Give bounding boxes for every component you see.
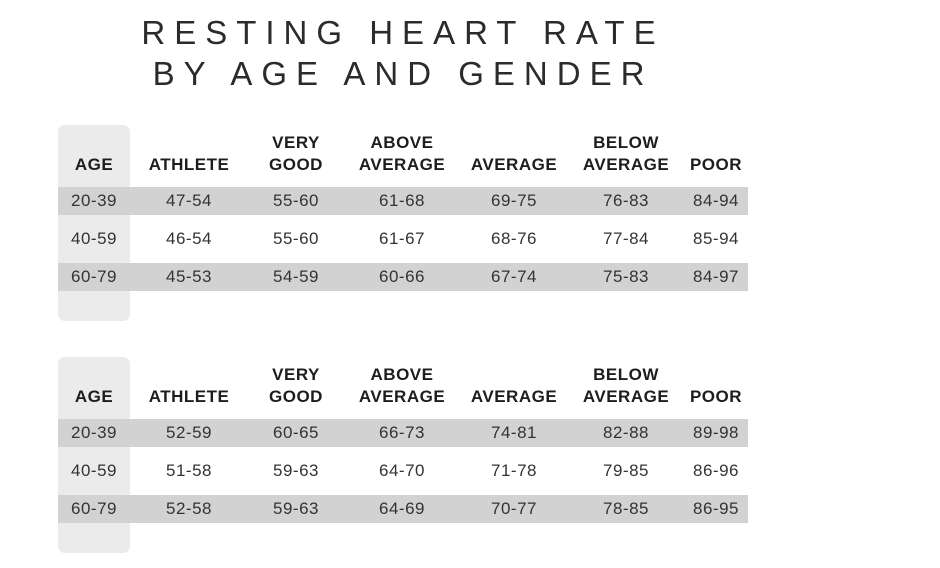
table-1-header-row: AGE ATHLETE VERY GOOD ABOVE AVERAGE bbox=[58, 129, 748, 177]
cell-poor: 84-94 bbox=[684, 186, 748, 215]
col-header-age: AGE bbox=[58, 361, 130, 409]
header-line-top: BELOW bbox=[593, 365, 659, 385]
cell-athlete: 47-54 bbox=[130, 186, 248, 215]
col-header-below-average: BELOW AVERAGE bbox=[568, 129, 684, 177]
cell-below-average: 76-83 bbox=[568, 186, 684, 215]
table-2: AGE ATHLETE VERY GOOD ABOVE AVERAGE bbox=[58, 351, 748, 533]
header-line-bottom: POOR bbox=[689, 155, 743, 175]
cell-very-good: 55-60 bbox=[273, 228, 319, 248]
header-line-top: VERY bbox=[272, 133, 320, 153]
content-area: RESTING HEART RATE BY AGE AND GENDER AGE bbox=[58, 0, 748, 553]
table-row: 20-39 52-59 60-65 66-73 74-81 82-88 89-9… bbox=[58, 418, 748, 447]
cell-age: 60-79 bbox=[58, 262, 130, 291]
col-header-very-good: VERY GOOD bbox=[248, 129, 344, 177]
cell-athlete: 52-59 bbox=[130, 418, 248, 447]
header-line-bottom: AGE bbox=[74, 387, 114, 407]
header-line-bottom: GOOD bbox=[269, 387, 323, 407]
col-header-athlete: ATHLETE bbox=[130, 129, 248, 177]
cell-very-good: 55-60 bbox=[248, 186, 344, 215]
col-header-above-average: ABOVE AVERAGE bbox=[344, 361, 460, 409]
cell-above-average: 64-70 bbox=[379, 460, 425, 480]
col-header-age: AGE bbox=[58, 129, 130, 177]
page-title: RESTING HEART RATE BY AGE AND GENDER bbox=[58, 0, 748, 95]
cell-poor: 84-97 bbox=[684, 262, 748, 291]
cell-below-average: 82-88 bbox=[568, 418, 684, 447]
cell-very-good: 59-63 bbox=[248, 494, 344, 523]
cell-above-average: 61-68 bbox=[344, 186, 460, 215]
cell-average: 68-76 bbox=[491, 228, 537, 248]
cell-poor: 85-94 bbox=[693, 228, 739, 248]
cell-average: 67-74 bbox=[460, 262, 568, 291]
cell-age: 40-59 bbox=[71, 228, 117, 248]
cell-athlete: 45-53 bbox=[130, 262, 248, 291]
header-line-bottom: GOOD bbox=[269, 155, 323, 175]
cell-average: 69-75 bbox=[460, 186, 568, 215]
header-line-bottom: AVERAGE bbox=[582, 387, 670, 407]
cell-poor: 89-98 bbox=[684, 418, 748, 447]
cell-poor: 86-96 bbox=[693, 460, 739, 480]
cell-age: 20-39 bbox=[58, 186, 130, 215]
cell-poor: 86-95 bbox=[684, 494, 748, 523]
header-line-bottom: ATHLETE bbox=[148, 155, 230, 175]
cell-age: 40-59 bbox=[71, 460, 117, 480]
cell-above-average: 61-67 bbox=[379, 228, 425, 248]
header-line-bottom: AGE bbox=[74, 155, 114, 175]
col-header-athlete: ATHLETE bbox=[130, 361, 248, 409]
cell-age: 60-79 bbox=[58, 494, 130, 523]
header-line-bottom: AVERAGE bbox=[358, 155, 446, 175]
header-line-bottom: AVERAGE bbox=[470, 155, 558, 175]
header-line-top: BELOW bbox=[593, 133, 659, 153]
cell-average: 71-78 bbox=[491, 460, 537, 480]
table-row: 40-59 51-58 59-63 64-70 71-78 79-85 86-9… bbox=[58, 457, 748, 485]
header-line-top: VERY bbox=[272, 365, 320, 385]
cell-above-average: 64-69 bbox=[344, 494, 460, 523]
header-line-top: ABOVE bbox=[370, 365, 434, 385]
header-line-bottom: ATHLETE bbox=[148, 387, 230, 407]
cell-very-good: 60-65 bbox=[248, 418, 344, 447]
table-row: 20-39 47-54 55-60 61-68 69-75 76-83 84-9… bbox=[58, 186, 748, 215]
cell-very-good: 54-59 bbox=[248, 262, 344, 291]
cell-below-average: 75-83 bbox=[568, 262, 684, 291]
col-header-above-average: ABOVE AVERAGE bbox=[344, 129, 460, 177]
cell-above-average: 60-66 bbox=[344, 262, 460, 291]
col-header-average: AVERAGE bbox=[460, 129, 568, 177]
cell-very-good: 59-63 bbox=[273, 460, 319, 480]
cell-athlete: 51-58 bbox=[166, 460, 212, 480]
col-header-very-good: VERY GOOD bbox=[248, 361, 344, 409]
header-line-top: ABOVE bbox=[370, 133, 434, 153]
cell-athlete: 52-58 bbox=[130, 494, 248, 523]
table-row: 60-79 52-58 59-63 64-69 70-77 78-85 86-9… bbox=[58, 494, 748, 523]
cell-average: 70-77 bbox=[460, 494, 568, 523]
header-line-bottom: AVERAGE bbox=[470, 387, 558, 407]
col-header-average: AVERAGE bbox=[460, 361, 568, 409]
cell-athlete: 46-54 bbox=[166, 228, 212, 248]
page-title-line-1: RESTING HEART RATE bbox=[141, 14, 665, 51]
cell-age: 20-39 bbox=[58, 418, 130, 447]
table-2-header-row: AGE ATHLETE VERY GOOD ABOVE AVERAGE bbox=[58, 361, 748, 409]
header-line-bottom: POOR bbox=[689, 387, 743, 407]
cell-below-average: 78-85 bbox=[568, 494, 684, 523]
cell-below-average: 77-84 bbox=[603, 228, 649, 248]
col-header-poor: POOR bbox=[684, 129, 748, 177]
col-header-below-average: BELOW AVERAGE bbox=[568, 361, 684, 409]
header-line-bottom: AVERAGE bbox=[358, 387, 446, 407]
cell-average: 74-81 bbox=[460, 418, 568, 447]
col-header-poor: POOR bbox=[684, 361, 748, 409]
table-1: AGE ATHLETE VERY GOOD ABOVE AVERAGE bbox=[58, 119, 748, 301]
table-row: 40-59 46-54 55-60 61-67 68-76 77-84 85-9… bbox=[58, 225, 748, 253]
header-line-bottom: AVERAGE bbox=[582, 155, 670, 175]
table-row: 60-79 45-53 54-59 60-66 67-74 75-83 84-9… bbox=[58, 262, 748, 291]
cell-above-average: 66-73 bbox=[344, 418, 460, 447]
cell-below-average: 79-85 bbox=[603, 460, 649, 480]
heart-rate-table-1: AGE ATHLETE VERY GOOD ABOVE AVERAGE bbox=[58, 119, 748, 321]
heart-rate-table-2: AGE ATHLETE VERY GOOD ABOVE AVERAGE bbox=[58, 351, 748, 553]
page-title-line-2: BY AGE AND GENDER bbox=[152, 55, 654, 93]
